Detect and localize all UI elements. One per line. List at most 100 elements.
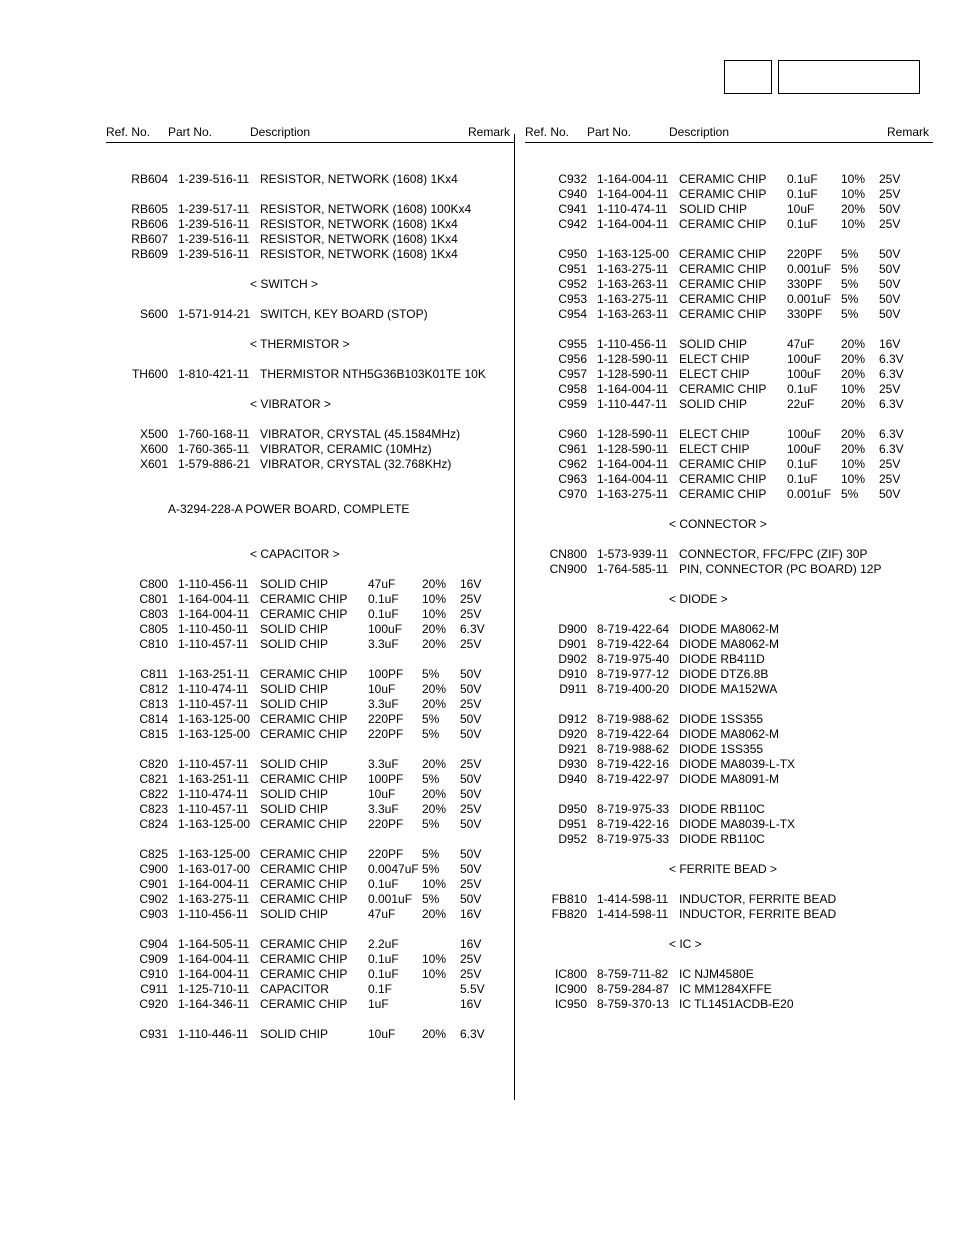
value-3: 25V	[879, 382, 919, 397]
parts-row: IC8008-759-711-82IC NJM4580E	[525, 967, 933, 982]
value-1: 3.3uF	[368, 757, 422, 772]
value-1: 0.001uF	[787, 487, 841, 502]
parts-row: C9501-163-125-00CERAMIC CHIP220PF5%50V	[525, 247, 933, 262]
ref-no: D900	[525, 622, 597, 637]
part-no: 1-163-251-11	[178, 667, 260, 682]
ref-no: C825	[106, 847, 178, 862]
description: PIN, CONNECTOR (PC BOARD) 12P	[679, 562, 881, 577]
value-2: 20%	[422, 622, 460, 637]
description: DIODE RB110C	[679, 832, 765, 847]
value-1: 10uF	[787, 202, 841, 217]
ref-no: C901	[106, 877, 178, 892]
description: CERAMIC CHIP	[260, 937, 368, 952]
part-no: 1-110-456-11	[178, 577, 260, 592]
value-1: 0.1uF	[368, 607, 422, 622]
description: CERAMIC CHIP	[679, 277, 787, 292]
gap	[106, 292, 514, 307]
description: DIODE RB110C	[679, 802, 765, 817]
ref-no: C960	[525, 427, 597, 442]
description: THERMISTOR NTH5G36B103K01TE 10K	[260, 367, 486, 382]
value-2: 10%	[841, 457, 879, 472]
ref-no: C813	[106, 697, 178, 712]
value-1: 0.1uF	[787, 457, 841, 472]
gap	[525, 577, 933, 592]
ref-no: FB810	[525, 892, 597, 907]
description: DIODE MA152WA	[679, 682, 777, 697]
description: DIODE MA8062-M	[679, 637, 779, 652]
value-2: 10%	[422, 877, 460, 892]
value-1: 220PF	[368, 847, 422, 862]
description: CERAMIC CHIP	[260, 862, 368, 877]
parts-row: TH6001-810-421-11THERMISTOR NTH5G36B103K…	[106, 367, 514, 382]
parts-row: RB6091-239-516-11RESISTOR, NETWORK (1608…	[106, 247, 514, 262]
value-2: 10%	[422, 952, 460, 967]
value-3: 16V	[460, 997, 500, 1012]
value-3: 25V	[460, 877, 500, 892]
value-3: 50V	[460, 847, 500, 862]
value-2: 5%	[422, 772, 460, 787]
section-heading: < DIODE >	[525, 592, 933, 607]
value-3: 25V	[460, 967, 500, 982]
parts-row: C9621-164-004-11CERAMIC CHIP0.1uF10%25V	[525, 457, 933, 472]
ref-no: D951	[525, 817, 597, 832]
ref-no: C941	[525, 202, 597, 217]
parts-row: X6011-579-886-21VIBRATOR, CRYSTAL (32.76…	[106, 457, 514, 472]
part-no: 1-110-474-11	[178, 682, 260, 697]
part-no: 1-164-505-11	[178, 937, 260, 952]
header-desc: Description	[250, 126, 468, 138]
description: RESISTOR, NETWORK (1608) 1Kx4	[260, 217, 458, 232]
parts-row: X5001-760-168-11VIBRATOR, CRYSTAL (45.15…	[106, 427, 514, 442]
description: CERAMIC CHIP	[260, 607, 368, 622]
description: CERAMIC CHIP	[260, 592, 368, 607]
part-no: 1-164-004-11	[178, 967, 260, 982]
description: RESISTOR, NETWORK (1608) 100Kx4	[260, 202, 471, 217]
value-3: 50V	[460, 892, 500, 907]
parts-row: C9521-163-263-11CERAMIC CHIP330PF5%50V	[525, 277, 933, 292]
value-3: 25V	[879, 472, 919, 487]
description: SOLID CHIP	[260, 757, 368, 772]
gap	[106, 412, 514, 427]
value-1: 0.1uF	[368, 877, 422, 892]
gap	[106, 157, 514, 172]
description: CERAMIC CHIP	[260, 727, 368, 742]
description: SOLID CHIP	[260, 682, 368, 697]
parts-row: C8221-110-474-11SOLID CHIP10uF20%50V	[106, 787, 514, 802]
ref-no: C824	[106, 817, 178, 832]
value-3: 6.3V	[460, 1027, 500, 1042]
ref-no: D952	[525, 832, 597, 847]
value-1: 47uF	[368, 577, 422, 592]
ref-no: C803	[106, 607, 178, 622]
part-no: 1-163-263-11	[597, 307, 679, 322]
value-3: 50V	[460, 667, 500, 682]
ref-no: TH600	[106, 367, 178, 382]
parts-row: X6001-760-365-11VIBRATOR, CERAMIC (10MHz…	[106, 442, 514, 457]
value-2: 20%	[422, 637, 460, 652]
value-3: 6.3V	[879, 367, 919, 382]
section-heading: < VIBRATOR >	[106, 397, 514, 412]
value-1: 0.1uF	[368, 967, 422, 982]
part-no: 1-164-346-11	[178, 997, 260, 1012]
part-no: 1-571-914-21	[178, 307, 260, 322]
value-2: 5%	[841, 487, 879, 502]
left-column: Ref. No. Part No. Description Remark RB6…	[106, 126, 514, 1100]
parts-row: C9421-164-004-11CERAMIC CHIP0.1uF10%25V	[525, 217, 933, 232]
description: CERAMIC CHIP	[260, 967, 368, 982]
value-3: 25V	[460, 757, 500, 772]
value-3: 6.3V	[879, 442, 919, 457]
value-1: 0.1F	[368, 982, 422, 997]
ref-no: X500	[106, 427, 178, 442]
part-no: 8-719-422-16	[597, 757, 679, 772]
ref-no: D910	[525, 667, 597, 682]
description: SOLID CHIP	[679, 337, 787, 352]
value-1: 0.1uF	[787, 217, 841, 232]
parts-row: C9001-163-017-00CERAMIC CHIP0.0047uF5%50…	[106, 862, 514, 877]
ref-no: C950	[525, 247, 597, 262]
gap	[106, 532, 514, 547]
value-2: 5%	[841, 307, 879, 322]
gap	[106, 562, 514, 577]
parts-row: D9518-719-422-16DIODE MA8039-L-TX	[525, 817, 933, 832]
parts-row: CN8001-573-939-11CONNECTOR, FFC/FPC (ZIF…	[525, 547, 933, 562]
value-3: 6.3V	[879, 352, 919, 367]
parts-row: C9401-164-004-11CERAMIC CHIP0.1uF10%25V	[525, 187, 933, 202]
part-no: 8-719-975-40	[597, 652, 679, 667]
